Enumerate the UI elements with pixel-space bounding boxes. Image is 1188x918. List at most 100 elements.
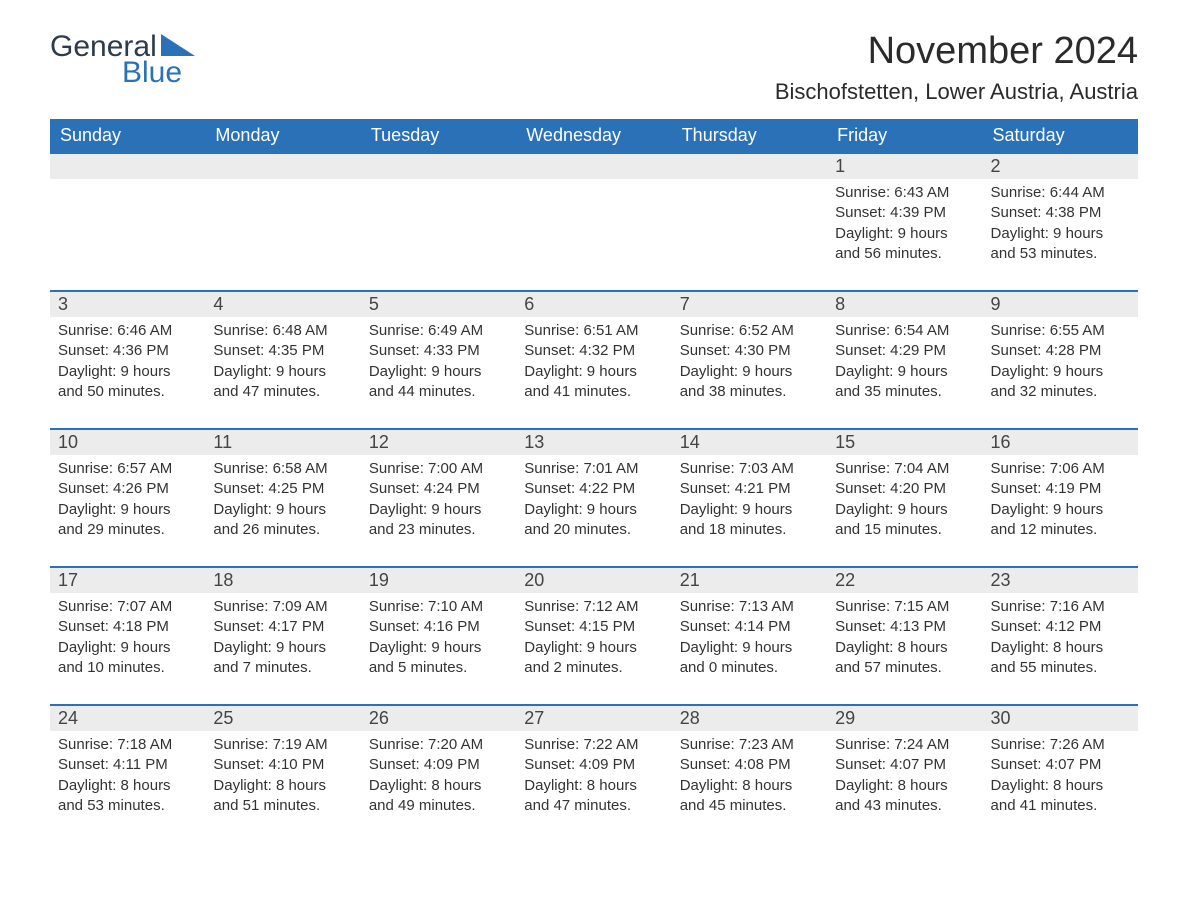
day-body-empty <box>361 179 516 259</box>
daylight-text-line2: and 38 minutes. <box>680 382 819 402</box>
day-body: Sunrise: 7:18 AMSunset: 4:11 PMDaylight:… <box>50 731 205 842</box>
daylight-text-line2: and 55 minutes. <box>991 658 1130 678</box>
day-body: Sunrise: 7:03 AMSunset: 4:21 PMDaylight:… <box>672 455 827 566</box>
day-body: Sunrise: 6:49 AMSunset: 4:33 PMDaylight:… <box>361 317 516 428</box>
daylight-text-line1: Daylight: 8 hours <box>835 776 974 796</box>
sunrise-text: Sunrise: 6:44 AM <box>991 183 1130 203</box>
dow-monday: Monday <box>205 119 360 153</box>
day-body-empty <box>516 179 671 259</box>
daylight-text-line1: Daylight: 9 hours <box>835 500 974 520</box>
sunrise-text: Sunrise: 7:10 AM <box>369 597 508 617</box>
daylight-text-line1: Daylight: 8 hours <box>680 776 819 796</box>
sunset-text: Sunset: 4:16 PM <box>369 617 508 637</box>
sunset-text: Sunset: 4:35 PM <box>213 341 352 361</box>
day-body: Sunrise: 6:54 AMSunset: 4:29 PMDaylight:… <box>827 317 982 428</box>
calendar-day-cell: 11Sunrise: 6:58 AMSunset: 4:25 PMDayligh… <box>205 429 360 567</box>
daylight-text-line2: and 7 minutes. <box>213 658 352 678</box>
calendar-day-cell: 7Sunrise: 6:52 AMSunset: 4:30 PMDaylight… <box>672 291 827 429</box>
daylight-text-line1: Daylight: 9 hours <box>680 500 819 520</box>
day-body: Sunrise: 7:04 AMSunset: 4:20 PMDaylight:… <box>827 455 982 566</box>
day-number: 14 <box>672 430 827 455</box>
day-number-empty <box>361 154 516 179</box>
daylight-text-line2: and 20 minutes. <box>524 520 663 540</box>
daylight-text-line1: Daylight: 9 hours <box>524 638 663 658</box>
sunset-text: Sunset: 4:14 PM <box>680 617 819 637</box>
sunset-text: Sunset: 4:09 PM <box>369 755 508 775</box>
calendar-day-cell <box>50 153 205 291</box>
daylight-text-line1: Daylight: 8 hours <box>369 776 508 796</box>
daylight-text-line2: and 45 minutes. <box>680 796 819 816</box>
sunset-text: Sunset: 4:30 PM <box>680 341 819 361</box>
calendar-week-row: 3Sunrise: 6:46 AMSunset: 4:36 PMDaylight… <box>50 291 1138 429</box>
day-number: 25 <box>205 706 360 731</box>
day-body: Sunrise: 6:55 AMSunset: 4:28 PMDaylight:… <box>983 317 1138 428</box>
day-body: Sunrise: 7:26 AMSunset: 4:07 PMDaylight:… <box>983 731 1138 842</box>
daylight-text-line1: Daylight: 9 hours <box>524 500 663 520</box>
calendar-day-cell: 18Sunrise: 7:09 AMSunset: 4:17 PMDayligh… <box>205 567 360 705</box>
daylight-text-line2: and 53 minutes. <box>58 796 197 816</box>
sunset-text: Sunset: 4:17 PM <box>213 617 352 637</box>
sunrise-text: Sunrise: 7:19 AM <box>213 735 352 755</box>
daylight-text-line1: Daylight: 9 hours <box>835 362 974 382</box>
dow-thursday: Thursday <box>672 119 827 153</box>
sunrise-text: Sunrise: 7:24 AM <box>835 735 974 755</box>
sunrise-text: Sunrise: 7:00 AM <box>369 459 508 479</box>
daylight-text-line2: and 32 minutes. <box>991 382 1130 402</box>
day-body: Sunrise: 6:51 AMSunset: 4:32 PMDaylight:… <box>516 317 671 428</box>
day-body-empty <box>50 179 205 259</box>
day-number-empty <box>672 154 827 179</box>
sunrise-text: Sunrise: 7:07 AM <box>58 597 197 617</box>
daylight-text-line1: Daylight: 9 hours <box>835 224 974 244</box>
daylight-text-line1: Daylight: 8 hours <box>58 776 197 796</box>
sunrise-text: Sunrise: 7:18 AM <box>58 735 197 755</box>
sunrise-text: Sunrise: 7:26 AM <box>991 735 1130 755</box>
dow-tuesday: Tuesday <box>361 119 516 153</box>
sunset-text: Sunset: 4:22 PM <box>524 479 663 499</box>
day-number: 16 <box>983 430 1138 455</box>
day-body: Sunrise: 7:23 AMSunset: 4:08 PMDaylight:… <box>672 731 827 842</box>
sunset-text: Sunset: 4:38 PM <box>991 203 1130 223</box>
day-number: 7 <box>672 292 827 317</box>
day-body: Sunrise: 7:01 AMSunset: 4:22 PMDaylight:… <box>516 455 671 566</box>
day-body: Sunrise: 7:07 AMSunset: 4:18 PMDaylight:… <box>50 593 205 704</box>
day-number: 6 <box>516 292 671 317</box>
calendar-day-cell: 19Sunrise: 7:10 AMSunset: 4:16 PMDayligh… <box>361 567 516 705</box>
day-body-empty <box>205 179 360 259</box>
day-body: Sunrise: 6:46 AMSunset: 4:36 PMDaylight:… <box>50 317 205 428</box>
day-body: Sunrise: 7:12 AMSunset: 4:15 PMDaylight:… <box>516 593 671 704</box>
day-number: 5 <box>361 292 516 317</box>
calendar-day-cell <box>672 153 827 291</box>
sunrise-text: Sunrise: 7:15 AM <box>835 597 974 617</box>
sunset-text: Sunset: 4:08 PM <box>680 755 819 775</box>
daylight-text-line2: and 26 minutes. <box>213 520 352 540</box>
calendar-day-cell: 13Sunrise: 7:01 AMSunset: 4:22 PMDayligh… <box>516 429 671 567</box>
sunrise-text: Sunrise: 6:51 AM <box>524 321 663 341</box>
daylight-text-line1: Daylight: 8 hours <box>213 776 352 796</box>
calendar-day-cell: 24Sunrise: 7:18 AMSunset: 4:11 PMDayligh… <box>50 705 205 842</box>
sunrise-text: Sunrise: 7:20 AM <box>369 735 508 755</box>
calendar-day-cell: 17Sunrise: 7:07 AMSunset: 4:18 PMDayligh… <box>50 567 205 705</box>
daylight-text-line2: and 49 minutes. <box>369 796 508 816</box>
sunrise-text: Sunrise: 6:43 AM <box>835 183 974 203</box>
daylight-text-line1: Daylight: 8 hours <box>524 776 663 796</box>
day-number-empty <box>50 154 205 179</box>
sunset-text: Sunset: 4:13 PM <box>835 617 974 637</box>
location-subtitle: Bischofstetten, Lower Austria, Austria <box>775 79 1138 105</box>
day-number-empty <box>516 154 671 179</box>
day-body: Sunrise: 7:00 AMSunset: 4:24 PMDaylight:… <box>361 455 516 566</box>
day-number: 2 <box>983 154 1138 179</box>
day-body: Sunrise: 7:13 AMSunset: 4:14 PMDaylight:… <box>672 593 827 704</box>
daylight-text-line2: and 35 minutes. <box>835 382 974 402</box>
sunrise-text: Sunrise: 6:54 AM <box>835 321 974 341</box>
calendar-day-cell: 9Sunrise: 6:55 AMSunset: 4:28 PMDaylight… <box>983 291 1138 429</box>
calendar-table: Sunday Monday Tuesday Wednesday Thursday… <box>50 119 1138 842</box>
daylight-text-line1: Daylight: 8 hours <box>835 638 974 658</box>
calendar-day-cell: 27Sunrise: 7:22 AMSunset: 4:09 PMDayligh… <box>516 705 671 842</box>
calendar-day-cell: 14Sunrise: 7:03 AMSunset: 4:21 PMDayligh… <box>672 429 827 567</box>
calendar-day-cell: 12Sunrise: 7:00 AMSunset: 4:24 PMDayligh… <box>361 429 516 567</box>
dow-saturday: Saturday <box>983 119 1138 153</box>
calendar-day-cell: 10Sunrise: 6:57 AMSunset: 4:26 PMDayligh… <box>50 429 205 567</box>
calendar-day-cell: 30Sunrise: 7:26 AMSunset: 4:07 PMDayligh… <box>983 705 1138 842</box>
daylight-text-line1: Daylight: 9 hours <box>524 362 663 382</box>
day-number: 22 <box>827 568 982 593</box>
